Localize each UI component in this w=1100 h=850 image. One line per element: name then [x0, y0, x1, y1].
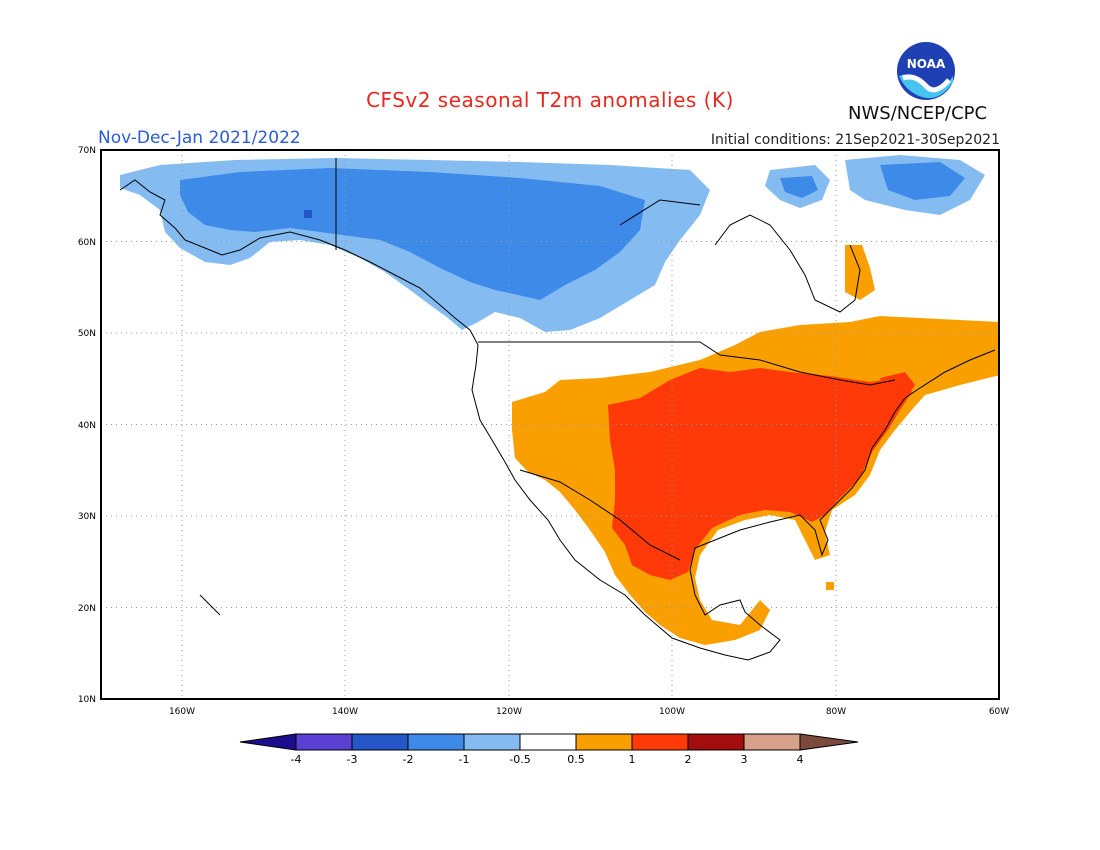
legend-tick: -4 — [291, 753, 302, 766]
noaa-logo: NOAA — [897, 42, 955, 100]
legend-swatch — [575, 733, 633, 751]
legend-tick: 1 — [629, 753, 636, 766]
legend-tick: -0.5 — [509, 753, 530, 766]
colorbar-legend — [239, 733, 859, 751]
lat-label: 10N — [78, 695, 96, 705]
legend-tick: 0.5 — [567, 753, 585, 766]
legend-swatch — [743, 733, 801, 751]
lat-label: 60N — [78, 238, 96, 248]
latitude-labels: 70N 60N 50N 40N 30N 20N 10N — [78, 146, 96, 705]
legend-swatch — [407, 733, 465, 751]
logo-lettering: NOAA — [907, 57, 946, 71]
legend-tick: 3 — [741, 753, 748, 766]
legend-tick: -2 — [403, 753, 414, 766]
legend-tick: -1 — [459, 753, 470, 766]
longitude-labels: 160W 140W 120W 100W 80W 60W — [169, 707, 1009, 717]
lon-label: 140W — [332, 707, 358, 717]
legend-swatch — [351, 733, 409, 751]
coastlines — [119, 158, 996, 661]
map-title: CFSv2 seasonal T2m anomalies (K) — [366, 88, 734, 112]
initial-conditions: Initial conditions: 21Sep2021-30Sep2021 — [710, 132, 1000, 148]
lon-label: 160W — [169, 707, 195, 717]
organization-label: NWS/NCEP/CPC — [848, 103, 988, 124]
legend-swatch — [687, 733, 745, 751]
legend-swatch — [463, 733, 521, 751]
legend-arrow-low — [239, 733, 297, 751]
lat-label: 50N — [78, 329, 96, 339]
lon-label: 120W — [496, 707, 522, 717]
legend-arrow-high — [799, 733, 859, 751]
lon-label: 60W — [989, 707, 1009, 717]
legend-swatch — [631, 733, 689, 751]
legend-tick: 2 — [685, 753, 692, 766]
lat-label: 20N — [78, 604, 96, 614]
legend-tick: 4 — [797, 753, 804, 766]
legend-swatch — [519, 733, 577, 751]
legend-swatch — [295, 733, 353, 751]
lat-label: 30N — [78, 512, 96, 522]
lon-label: 100W — [659, 707, 685, 717]
lon-label: 80W — [826, 707, 846, 717]
plot-frame — [100, 149, 1000, 700]
season-period: Nov-Dec-Jan 2021/2022 — [98, 128, 301, 148]
anomaly-field — [120, 155, 999, 645]
legend-tick: -3 — [347, 753, 358, 766]
legend-tick-labels: -4 -3 -2 -1 -0.5 0.5 1 2 3 4 — [291, 753, 804, 766]
lat-label: 40N — [78, 421, 96, 431]
lat-label: 70N — [78, 146, 96, 156]
